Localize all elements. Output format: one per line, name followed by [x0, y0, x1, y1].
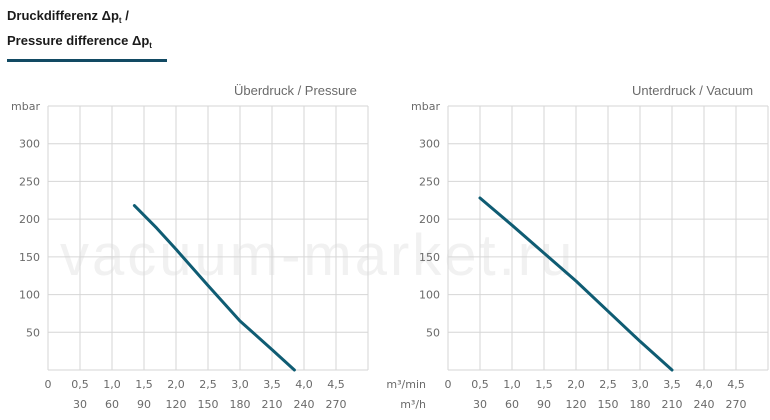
x-tick-label-m3h: 150: [198, 398, 219, 411]
x-tick-label-m3min: 4,0: [695, 378, 713, 391]
x-unit-label-m3h: m³/h: [400, 398, 426, 411]
x-unit-label-m3min: m³/min: [386, 378, 426, 391]
page-title: Druckdifferenz Δpt / Pressure difference…: [7, 6, 152, 56]
y-tick-label: 250: [419, 175, 440, 188]
x-tick-label-m3min: 3,0: [231, 378, 249, 391]
x-tick-label-m3min: 3,5: [663, 378, 681, 391]
y-tick-label: 250: [19, 175, 40, 188]
x-tick-label-m3min: 1,5: [535, 378, 553, 391]
chart-title-vacuum: Unterdruck / Vacuum: [632, 83, 754, 98]
x-tick-label-m3min: 4,5: [327, 378, 345, 391]
y-tick-label: 200: [419, 213, 440, 226]
watermark: vacuum-market.ru: [60, 223, 576, 288]
x-tick-label-m3min: 1,0: [503, 378, 521, 391]
x-tick-label-m3min: 0: [445, 378, 452, 391]
y-axis-label: mbar: [411, 100, 440, 113]
x-tick-label-m3min: 2,5: [599, 378, 617, 391]
x-tick-label-m3h: 30: [73, 398, 87, 411]
y-tick-label: 50: [26, 326, 40, 339]
series-line: [132, 204, 296, 372]
y-tick-label: 150: [419, 251, 440, 264]
title-underline: [7, 59, 167, 62]
title-line-2: Pressure difference Δpt: [7, 33, 152, 50]
x-tick-label-m3min: 1,0: [103, 378, 121, 391]
x-tick-label-m3min: 0: [45, 378, 52, 391]
x-tick-label-m3h: 60: [505, 398, 519, 411]
x-tick-label-m3min: 1,5: [135, 378, 153, 391]
y-tick-label: 300: [19, 138, 40, 151]
y-tick-label: 150: [19, 251, 40, 264]
chart-title-pressure: Überdruck / Pressure: [234, 83, 357, 98]
y-tick-label: 100: [419, 289, 440, 302]
x-tick-label-m3min: 2,0: [167, 378, 185, 391]
x-tick-label-m3min: 3,5: [263, 378, 281, 391]
x-tick-label-m3h: 180: [630, 398, 651, 411]
x-tick-label-m3h: 270: [326, 398, 347, 411]
x-tick-label-m3h: 210: [262, 398, 283, 411]
y-tick-label: 100: [19, 289, 40, 302]
x-tick-label-m3min: 3,0: [631, 378, 649, 391]
x-tick-label-m3h: 240: [294, 398, 315, 411]
x-tick-label-m3h: 60: [105, 398, 119, 411]
y-tick-label: 50: [426, 326, 440, 339]
x-tick-label-m3h: 270: [726, 398, 747, 411]
x-tick-label-m3min: 2,0: [567, 378, 585, 391]
x-tick-label-m3h: 210: [662, 398, 683, 411]
title-line-1: Druckdifferenz Δpt /: [7, 8, 129, 25]
series-line: [478, 196, 674, 372]
x-tick-label-m3h: 30: [473, 398, 487, 411]
x-tick-label-m3h: 90: [137, 398, 151, 411]
y-axis-label: mbar: [11, 100, 40, 113]
x-tick-label-m3h: 240: [694, 398, 715, 411]
x-tick-label-m3min: 4,0: [295, 378, 313, 391]
x-tick-label-m3h: 180: [230, 398, 251, 411]
x-tick-label-m3h: 120: [566, 398, 587, 411]
x-tick-label-m3min: 0,5: [71, 378, 89, 391]
y-tick-label: 300: [419, 138, 440, 151]
y-tick-label: 200: [19, 213, 40, 226]
x-tick-label-m3h: 150: [598, 398, 619, 411]
x-tick-label-m3h: 120: [166, 398, 187, 411]
x-tick-label-m3min: 2,5: [199, 378, 217, 391]
x-tick-label-m3min: 4,5: [727, 378, 745, 391]
x-tick-label-m3min: 0,5: [471, 378, 489, 391]
x-tick-label-m3h: 90: [537, 398, 551, 411]
